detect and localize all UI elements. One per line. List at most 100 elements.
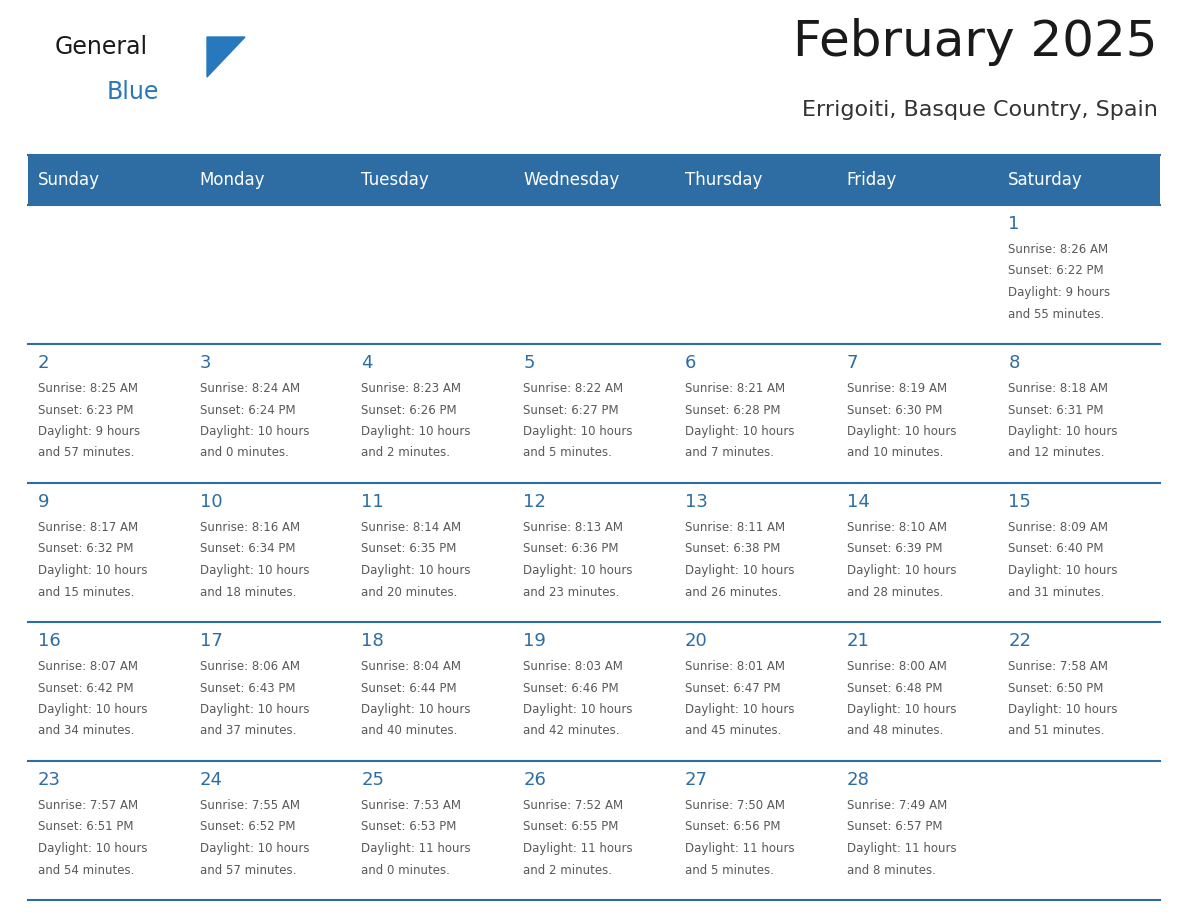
Text: Sunset: 6:38 PM: Sunset: 6:38 PM [684, 543, 781, 555]
Text: 26: 26 [523, 771, 546, 789]
Bar [675, 205, 836, 344]
Text: 5: 5 [523, 354, 535, 372]
Text: Sunset: 6:50 PM: Sunset: 6:50 PM [1009, 681, 1104, 695]
Bar [352, 205, 513, 344]
Text: Sunrise: 8:13 AM: Sunrise: 8:13 AM [523, 521, 624, 534]
Text: Daylight: 11 hours: Daylight: 11 hours [684, 842, 795, 855]
Text: Sunset: 6:55 PM: Sunset: 6:55 PM [523, 821, 619, 834]
Text: Sunrise: 8:06 AM: Sunrise: 8:06 AM [200, 660, 299, 673]
Text: 18: 18 [361, 632, 384, 650]
Text: Daylight: 10 hours: Daylight: 10 hours [38, 564, 147, 577]
Text: and 7 minutes.: and 7 minutes. [684, 446, 773, 460]
Text: 12: 12 [523, 493, 546, 511]
Text: Sunrise: 7:52 AM: Sunrise: 7:52 AM [523, 799, 624, 812]
Text: Daylight: 10 hours: Daylight: 10 hours [684, 703, 795, 716]
Text: Sunrise: 7:49 AM: Sunrise: 7:49 AM [847, 799, 947, 812]
Text: Daylight: 10 hours: Daylight: 10 hours [523, 703, 633, 716]
Text: 25: 25 [361, 771, 385, 789]
Text: Thursday: Thursday [684, 171, 763, 189]
Text: 14: 14 [847, 493, 870, 511]
Bar [352, 622, 513, 761]
Text: Blue: Blue [107, 80, 159, 104]
Text: Daylight: 10 hours: Daylight: 10 hours [684, 564, 795, 577]
Text: and 45 minutes.: and 45 minutes. [684, 724, 782, 737]
Text: 23: 23 [38, 771, 61, 789]
Text: Daylight: 10 hours: Daylight: 10 hours [200, 564, 309, 577]
Text: Sunset: 6:22 PM: Sunset: 6:22 PM [1009, 264, 1104, 277]
Text: 8: 8 [1009, 354, 1019, 372]
Text: Sunset: 6:30 PM: Sunset: 6:30 PM [847, 404, 942, 417]
Bar [29, 483, 190, 622]
Text: Errigoiti, Basque Country, Spain: Errigoiti, Basque Country, Spain [802, 100, 1158, 120]
Text: Daylight: 10 hours: Daylight: 10 hours [200, 842, 309, 855]
Text: and 15 minutes.: and 15 minutes. [38, 586, 134, 599]
Text: Sunset: 6:24 PM: Sunset: 6:24 PM [200, 404, 296, 417]
Text: and 10 minutes.: and 10 minutes. [847, 446, 943, 460]
Bar [352, 344, 513, 483]
Text: 20: 20 [684, 632, 708, 650]
Text: Daylight: 9 hours: Daylight: 9 hours [1009, 286, 1111, 299]
Text: Daylight: 11 hours: Daylight: 11 hours [523, 842, 633, 855]
Text: Sunset: 6:42 PM: Sunset: 6:42 PM [38, 681, 133, 695]
Bar [675, 483, 836, 622]
Text: 13: 13 [684, 493, 708, 511]
Text: 4: 4 [361, 354, 373, 372]
Text: 24: 24 [200, 771, 222, 789]
Bar [29, 622, 190, 761]
Text: Sunrise: 7:57 AM: Sunrise: 7:57 AM [38, 799, 138, 812]
Text: and 31 minutes.: and 31 minutes. [1009, 586, 1105, 599]
Text: Sunrise: 8:03 AM: Sunrise: 8:03 AM [523, 660, 623, 673]
Text: Sunset: 6:27 PM: Sunset: 6:27 PM [523, 404, 619, 417]
Bar [190, 205, 352, 344]
Text: and 40 minutes.: and 40 minutes. [361, 724, 457, 737]
Text: 2: 2 [38, 354, 50, 372]
Text: Sunrise: 8:11 AM: Sunrise: 8:11 AM [684, 521, 785, 534]
Bar [998, 205, 1159, 344]
Text: 27: 27 [684, 771, 708, 789]
Text: Sunset: 6:34 PM: Sunset: 6:34 PM [200, 543, 295, 555]
Text: and 42 minutes.: and 42 minutes. [523, 724, 620, 737]
Text: Daylight: 10 hours: Daylight: 10 hours [1009, 564, 1118, 577]
Text: Daylight: 10 hours: Daylight: 10 hours [847, 564, 956, 577]
Text: Sunset: 6:35 PM: Sunset: 6:35 PM [361, 543, 457, 555]
Text: Sunset: 6:36 PM: Sunset: 6:36 PM [523, 543, 619, 555]
Text: Daylight: 10 hours: Daylight: 10 hours [200, 703, 309, 716]
Text: Daylight: 10 hours: Daylight: 10 hours [361, 703, 470, 716]
Text: Wednesday: Wednesday [523, 171, 619, 189]
Text: Sunrise: 7:53 AM: Sunrise: 7:53 AM [361, 799, 461, 812]
Text: 9: 9 [38, 493, 50, 511]
Text: Sunset: 6:48 PM: Sunset: 6:48 PM [847, 681, 942, 695]
Bar [190, 622, 352, 761]
Bar [29, 344, 190, 483]
Bar [836, 344, 998, 483]
Text: 6: 6 [684, 354, 696, 372]
Text: Sunrise: 8:18 AM: Sunrise: 8:18 AM [1009, 382, 1108, 395]
Text: Sunset: 6:57 PM: Sunset: 6:57 PM [847, 821, 942, 834]
Text: and 57 minutes.: and 57 minutes. [200, 864, 296, 877]
Bar [998, 483, 1159, 622]
Bar [352, 761, 513, 900]
Text: Sunrise: 8:07 AM: Sunrise: 8:07 AM [38, 660, 138, 673]
Text: and 5 minutes.: and 5 minutes. [684, 864, 773, 877]
Text: Sunrise: 8:19 AM: Sunrise: 8:19 AM [847, 382, 947, 395]
Bar [836, 483, 998, 622]
Text: and 26 minutes.: and 26 minutes. [684, 586, 782, 599]
Text: Daylight: 11 hours: Daylight: 11 hours [361, 842, 472, 855]
Text: and 2 minutes.: and 2 minutes. [523, 864, 612, 877]
Text: Sunset: 6:56 PM: Sunset: 6:56 PM [684, 821, 781, 834]
Text: Daylight: 10 hours: Daylight: 10 hours [523, 425, 633, 438]
Text: Sunrise: 8:24 AM: Sunrise: 8:24 AM [200, 382, 299, 395]
Text: Daylight: 10 hours: Daylight: 10 hours [38, 703, 147, 716]
Bar [998, 344, 1159, 483]
Text: Sunrise: 8:09 AM: Sunrise: 8:09 AM [1009, 521, 1108, 534]
Text: 21: 21 [847, 632, 870, 650]
Text: and 28 minutes.: and 28 minutes. [847, 586, 943, 599]
Text: and 51 minutes.: and 51 minutes. [1009, 724, 1105, 737]
Text: Sunrise: 7:50 AM: Sunrise: 7:50 AM [684, 799, 785, 812]
Text: Daylight: 10 hours: Daylight: 10 hours [1009, 703, 1118, 716]
Text: Daylight: 10 hours: Daylight: 10 hours [200, 425, 309, 438]
Text: Sunset: 6:28 PM: Sunset: 6:28 PM [684, 404, 781, 417]
Text: and 34 minutes.: and 34 minutes. [38, 724, 134, 737]
Text: Sunrise: 7:55 AM: Sunrise: 7:55 AM [200, 799, 299, 812]
Text: Sunrise: 8:25 AM: Sunrise: 8:25 AM [38, 382, 138, 395]
